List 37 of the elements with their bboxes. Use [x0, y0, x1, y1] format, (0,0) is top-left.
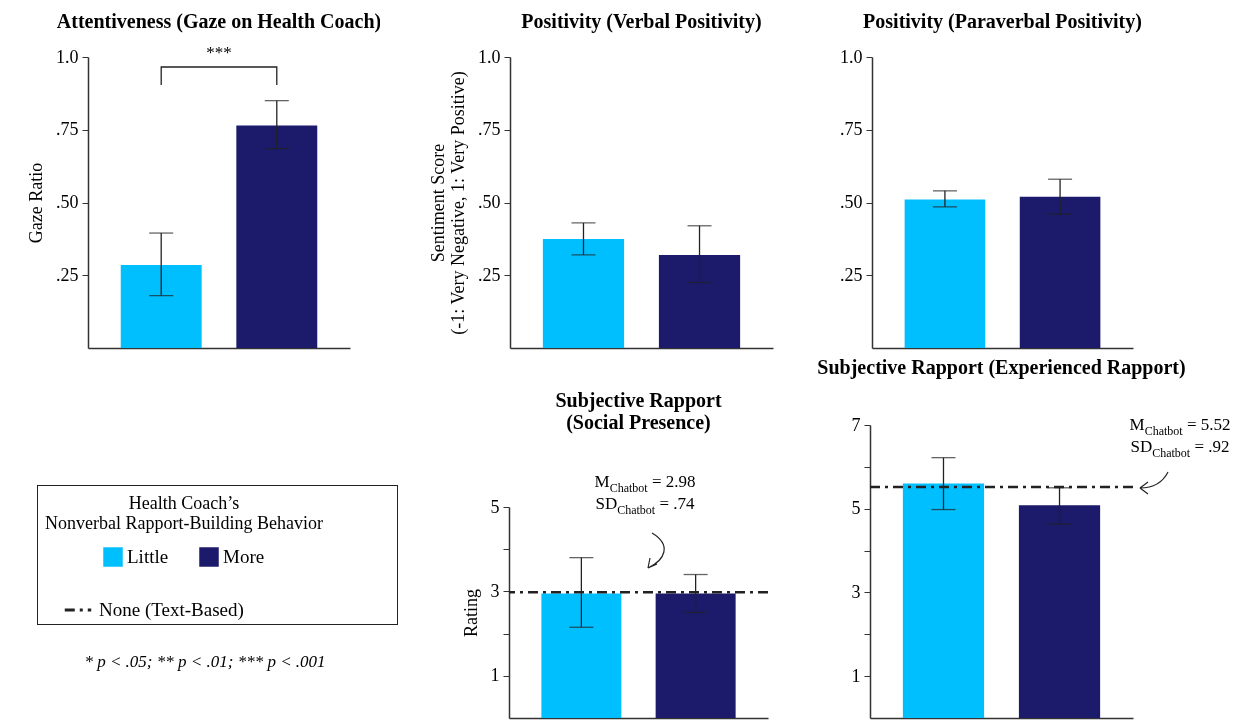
chart-title: Subjective Rapport (Experienced Rapport) — [817, 356, 1186, 379]
y-tick-label: 1.0 — [840, 46, 863, 67]
y-tick-label: .50 — [478, 192, 501, 212]
y-axis-title: Rating — [460, 589, 481, 637]
y-tick-label: 3 — [490, 580, 500, 601]
chart-title: Attentiveness (Gaze on Health Coach) — [56, 10, 382, 33]
y-tick-label: 5 — [851, 498, 861, 519]
legend-label: Little — [127, 546, 169, 567]
y-tick-label: .75 — [840, 119, 863, 140]
annotation: M$_{Chatbot}$ = 5.52 — [1129, 415, 1231, 439]
chart-title: Subjective Rapport (Social Presence) — [555, 389, 722, 434]
y-tick-label: .25 — [478, 264, 501, 285]
y-tick-label: 7 — [851, 414, 861, 435]
y-tick-label: 1 — [490, 665, 500, 686]
y-tick-label: .25 — [56, 264, 79, 285]
y-tick-label: .25 — [840, 264, 863, 285]
y-tick-label: 1 — [851, 665, 861, 686]
y-tick-label: .50 — [840, 192, 863, 212]
legend-label: More — [223, 546, 265, 567]
legend-label: None (Text-Based) — [99, 599, 244, 621]
y-tick-label: .75 — [478, 119, 501, 140]
text: M$_{Chatbot}$ = 2.98 — [594, 472, 696, 496]
y-tick-label: 1.0 — [478, 46, 501, 67]
chart-title: Positivity (Paraverbal Positivity) — [863, 10, 1142, 33]
annotation: SD$_{Chatbot}$ = .74 — [595, 494, 695, 518]
y-axis-title: Gaze Ratio — [26, 162, 46, 244]
y-tick-label: 5 — [490, 496, 500, 517]
chart-title: Positivity (Verbal Positivity) — [521, 10, 762, 33]
legend-title: Health Coach’s Nonverbal Rapport-Building Behavior — [45, 493, 323, 533]
text: * p < .05; ** p < .01; *** p < .001 — [84, 652, 326, 672]
y-tick-label: 3 — [851, 581, 861, 602]
y-axis-title: Sentiment Score (-1: Very Negative, 1: Very Positive) — [428, 71, 469, 335]
y-tick-label: .50 — [56, 192, 79, 212]
annotation: *** — [206, 43, 232, 63]
y-tick-label: .75 — [56, 119, 79, 140]
y-tick-label: 1.0 — [56, 46, 79, 67]
annotation: SD$_{Chatbot}$ = .92 — [1130, 437, 1230, 461]
